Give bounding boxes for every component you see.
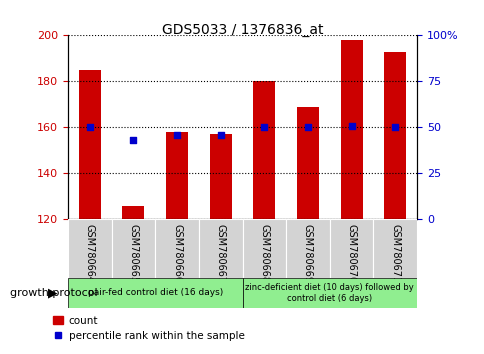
Text: GSM780670: GSM780670: [346, 224, 356, 283]
Text: GDS5033 / 1376836_at: GDS5033 / 1376836_at: [162, 23, 322, 37]
Bar: [155, 219, 198, 278]
Point: [173, 132, 181, 138]
Text: ▶: ▶: [47, 287, 57, 299]
Bar: [68, 278, 242, 308]
Point: [86, 125, 93, 130]
Bar: [78, 70, 101, 219]
Bar: [198, 219, 242, 278]
Bar: [340, 40, 362, 219]
Bar: [253, 81, 275, 219]
Text: GSM780669: GSM780669: [302, 224, 312, 283]
Point: [260, 125, 268, 130]
Bar: [111, 219, 155, 278]
Bar: [242, 278, 416, 308]
Text: GSM780664: GSM780664: [85, 224, 94, 283]
Text: GSM780671: GSM780671: [390, 224, 399, 283]
Text: GSM780667: GSM780667: [215, 224, 225, 283]
Bar: [242, 219, 286, 278]
Legend: count, percentile rank within the sample: count, percentile rank within the sample: [49, 312, 248, 345]
Bar: [68, 219, 111, 278]
Bar: [209, 134, 231, 219]
Text: pair-fed control diet (16 days): pair-fed control diet (16 days): [88, 289, 222, 297]
Text: zinc-deficient diet (10 days) followed by
control diet (6 days): zinc-deficient diet (10 days) followed b…: [245, 283, 413, 303]
Point: [129, 137, 137, 143]
Text: GSM780665: GSM780665: [128, 224, 138, 283]
Bar: [383, 51, 405, 219]
Text: GSM780668: GSM780668: [259, 224, 269, 283]
Bar: [166, 132, 188, 219]
Bar: [329, 219, 373, 278]
Bar: [122, 206, 144, 219]
Bar: [286, 219, 329, 278]
Text: growth protocol: growth protocol: [10, 288, 97, 298]
Point: [303, 125, 311, 130]
Text: GSM780666: GSM780666: [172, 224, 182, 283]
Point: [216, 132, 224, 138]
Point: [391, 125, 398, 130]
Point: [347, 123, 355, 129]
Bar: [373, 219, 416, 278]
Bar: [296, 107, 318, 219]
